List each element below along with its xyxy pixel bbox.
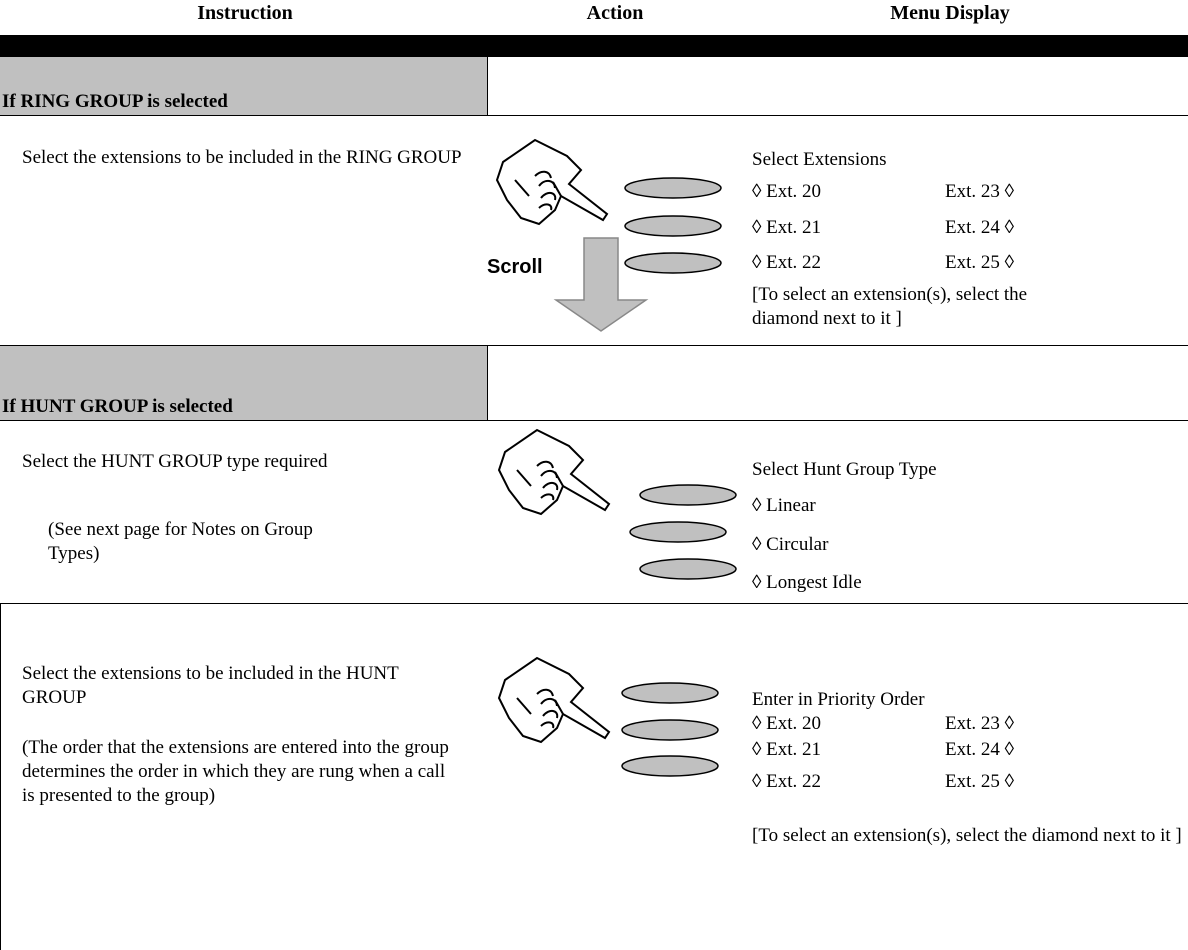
menu-item: ◊ Ext. 22 xyxy=(752,252,822,273)
button xyxy=(639,558,737,580)
button xyxy=(624,177,722,199)
instruction: Select the HUNT GROUP type required xyxy=(22,451,328,472)
menu-item: ◊ Ext. 20 xyxy=(752,713,822,734)
instruction: Select the extensions to be included in … xyxy=(22,663,399,708)
menu-note: [To select an extension(s), select the d… xyxy=(752,284,1028,329)
menu-title: Select Extensions xyxy=(752,149,887,170)
rule xyxy=(0,115,1188,116)
hand-icon xyxy=(498,657,610,743)
left-border xyxy=(0,603,1,950)
column-header: Menu Display xyxy=(890,2,1010,24)
instruction-note: (The order that the extensions are enter… xyxy=(22,737,449,806)
menu-title: Enter in Priority Order xyxy=(752,689,925,710)
menu-item: ◊ Ext. 20 xyxy=(752,181,822,202)
button xyxy=(621,755,719,777)
rule xyxy=(0,603,1188,604)
menu-item: Ext. 25 ◊ xyxy=(945,771,1015,792)
menu-item: ◊ Linear xyxy=(752,495,816,516)
button xyxy=(639,484,737,506)
menu-item: Ext. 24 ◊ xyxy=(945,217,1015,238)
rule xyxy=(0,345,1188,346)
menu-item: ◊ Circular xyxy=(752,534,829,555)
button xyxy=(624,215,722,237)
menu-note: [To select an extension(s), select the d… xyxy=(752,825,1182,846)
column-header: Instruction xyxy=(197,2,293,24)
rule xyxy=(0,420,1188,421)
header-bar xyxy=(0,35,1188,57)
menu-item: Ext. 25 ◊ xyxy=(945,252,1015,273)
divider xyxy=(487,57,488,115)
menu-item: ◊ Ext. 22 xyxy=(752,771,822,792)
menu-item: Ext. 23 ◊ xyxy=(945,713,1015,734)
button xyxy=(621,682,719,704)
divider xyxy=(487,346,488,420)
instruction: Select the extensions to be included in … xyxy=(22,147,462,168)
scroll-arrow xyxy=(553,237,649,332)
button xyxy=(624,252,722,274)
section-band xyxy=(0,57,487,115)
action-label: Scroll xyxy=(487,256,543,278)
menu-item: ◊ Ext. 21 xyxy=(752,217,822,238)
hand-icon xyxy=(496,139,608,225)
hand-icon xyxy=(498,429,610,515)
menu-item: Ext. 23 ◊ xyxy=(945,181,1015,202)
section-title: If HUNT GROUP is selected xyxy=(2,396,233,417)
menu-item: ◊ Longest Idle xyxy=(752,572,862,593)
column-header: Action xyxy=(586,2,644,24)
menu-item: Ext. 24 ◊ xyxy=(945,739,1015,760)
menu-title: Select Hunt Group Type xyxy=(752,459,937,480)
menu-item: ◊ Ext. 21 xyxy=(752,739,822,760)
instruction-note: (See next page for Notes on Group Types) xyxy=(48,519,313,564)
button xyxy=(629,521,727,543)
section-title: If RING GROUP is selected xyxy=(2,91,228,112)
section-band xyxy=(0,346,487,420)
button xyxy=(621,719,719,741)
